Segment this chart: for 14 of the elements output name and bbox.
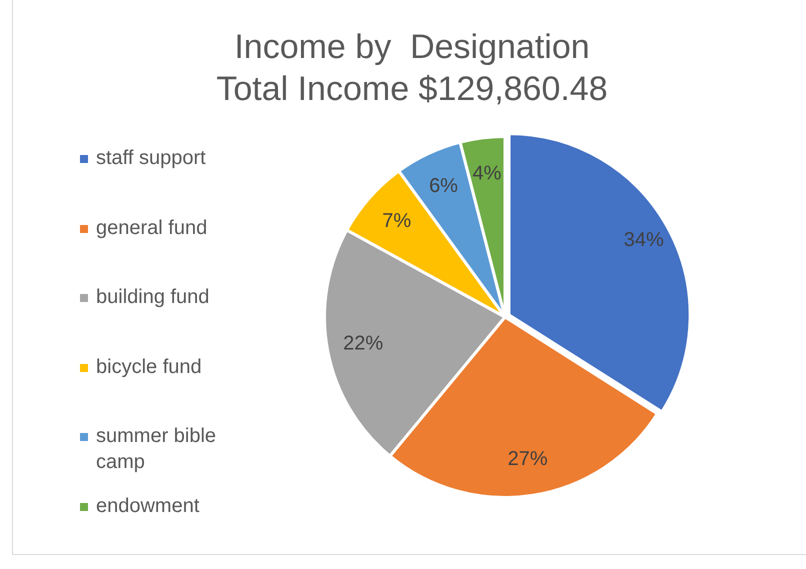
- legend-label: bicycle fund: [96, 354, 203, 380]
- legend-label: general fund: [96, 216, 208, 240]
- data-label: 7%: [382, 210, 412, 232]
- legend-label: endowment: [96, 494, 200, 518]
- legend-label: staff support: [96, 146, 207, 171]
- data-label: 22%: [343, 332, 384, 355]
- chart-title: Income by Designation: [233, 28, 591, 67]
- data-label: 34%: [624, 229, 664, 252]
- chart-subtitle: Total Income $129,860.48: [215, 70, 609, 109]
- data-label: 6%: [429, 174, 458, 197]
- legend-label: summer bible camp: [96, 424, 218, 475]
- legend-label: building fund: [96, 285, 210, 310]
- data-label: 27%: [508, 448, 548, 470]
- data-label: 4%: [472, 162, 502, 184]
